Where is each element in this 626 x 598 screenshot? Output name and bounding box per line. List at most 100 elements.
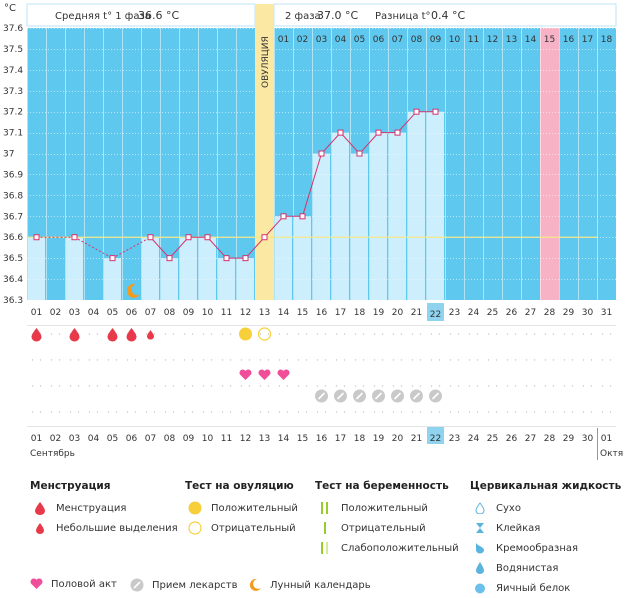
x-day-label: 29	[563, 308, 575, 318]
grid-dot	[552, 333, 555, 335]
grid-dot	[392, 359, 395, 361]
legend-menstruation-light: Небольшие выделения	[56, 522, 178, 534]
grid-dot	[297, 385, 300, 387]
x-day-label: 17	[335, 308, 346, 318]
cycle-day-label: 08	[411, 35, 423, 45]
grid-dot	[571, 411, 574, 413]
ovulation-test-positive-icon	[239, 327, 252, 341]
date-label: 18	[354, 434, 366, 444]
cycle-day-label: 03	[316, 35, 327, 45]
temperature-bar	[142, 237, 159, 300]
grid-dot	[50, 385, 53, 387]
grid-dot	[392, 333, 395, 335]
pill-stroke	[412, 392, 421, 400]
legend-intercourse: Половой акт	[30, 578, 117, 590]
grid-dot	[172, 333, 175, 335]
temperature-bar	[313, 153, 330, 300]
grid-dot	[77, 411, 80, 413]
sticky-icon	[470, 522, 490, 534]
grid-dot	[487, 411, 490, 413]
temperature-point	[413, 108, 420, 115]
temperature-line	[74, 236, 113, 259]
date-label: 07	[145, 434, 156, 444]
date-label: 19	[373, 434, 385, 444]
grid-dot	[305, 385, 308, 387]
grid-dot	[316, 359, 319, 361]
date-label: 27	[525, 434, 536, 444]
grid-dot	[316, 411, 319, 413]
grid-dot	[259, 359, 262, 361]
grid-dot	[525, 385, 528, 387]
grid-dot	[286, 333, 289, 335]
grid-dot	[69, 359, 72, 361]
x-day-label: 14	[278, 308, 290, 318]
date-label: 08	[164, 434, 176, 444]
temperature-line	[112, 236, 151, 259]
y-tick-label: 36.8	[3, 191, 23, 201]
grid-dot	[400, 359, 403, 361]
y-tick-label: 37.3	[3, 87, 23, 97]
grid-dot	[50, 411, 53, 413]
grid-dot	[248, 385, 251, 387]
x-day-label: 02	[50, 308, 61, 318]
grid-dot	[153, 411, 156, 413]
cycle-day-label: 10	[449, 35, 461, 45]
grid-dot	[514, 411, 517, 413]
double-line-icon	[315, 502, 335, 514]
expected-period-column	[540, 28, 559, 300]
temperature-line	[397, 111, 417, 133]
grid-dot	[343, 411, 346, 413]
temperature-bar	[218, 258, 235, 300]
grid-dot	[96, 359, 99, 361]
x-day-label: 28	[544, 308, 556, 318]
grid-dot	[411, 411, 414, 413]
temperature-point	[280, 213, 287, 220]
grid-dot	[172, 385, 175, 387]
date-label: 10	[202, 434, 214, 444]
date-label: 15	[297, 434, 308, 444]
grid-dot	[69, 385, 72, 387]
grid-dot	[476, 359, 479, 361]
phase2-value: 37.0 °C	[317, 9, 358, 22]
grid-dot	[191, 333, 194, 335]
x-day-label: 05	[107, 308, 118, 318]
grid-dot	[457, 333, 460, 335]
grid-dot	[335, 333, 338, 335]
grid-dot	[609, 411, 612, 413]
grid-dot	[544, 411, 547, 413]
grid-dot	[487, 333, 490, 335]
grid-dot	[210, 359, 213, 361]
grid-dot	[286, 411, 289, 413]
x-day-label: 16	[316, 308, 328, 318]
grid-dot	[533, 385, 536, 387]
grid-dot	[476, 385, 479, 387]
grid-dot	[145, 359, 148, 361]
grid-dot	[525, 333, 528, 335]
temperature-point	[318, 150, 325, 157]
grid-dot	[381, 333, 384, 335]
grid-dot	[107, 385, 110, 387]
cycle-day-label: 18	[601, 35, 613, 45]
grid-dot	[126, 359, 129, 361]
heart-icon	[277, 369, 290, 380]
grid-dot	[506, 333, 509, 335]
x-day-label: 19	[373, 308, 385, 318]
grid-dot	[229, 359, 232, 361]
grid-dot	[457, 385, 460, 387]
pill-stroke	[431, 392, 440, 400]
grid-dot	[316, 385, 319, 387]
legend-medication-label: Прием лекарств	[152, 579, 238, 591]
grid-dot	[221, 333, 224, 335]
temperature-point	[147, 234, 154, 241]
cycle-day-label: 01	[278, 35, 289, 45]
x-day-label: 07	[145, 308, 156, 318]
grid-dot	[153, 333, 156, 335]
grid-dot	[563, 333, 566, 335]
temperature-bar	[427, 111, 444, 300]
grid-dot	[316, 333, 319, 335]
temperature-point	[33, 234, 40, 241]
date-label: 13	[259, 434, 270, 444]
grid-dot	[39, 411, 42, 413]
grid-dot	[39, 359, 42, 361]
grid-dot	[305, 411, 308, 413]
